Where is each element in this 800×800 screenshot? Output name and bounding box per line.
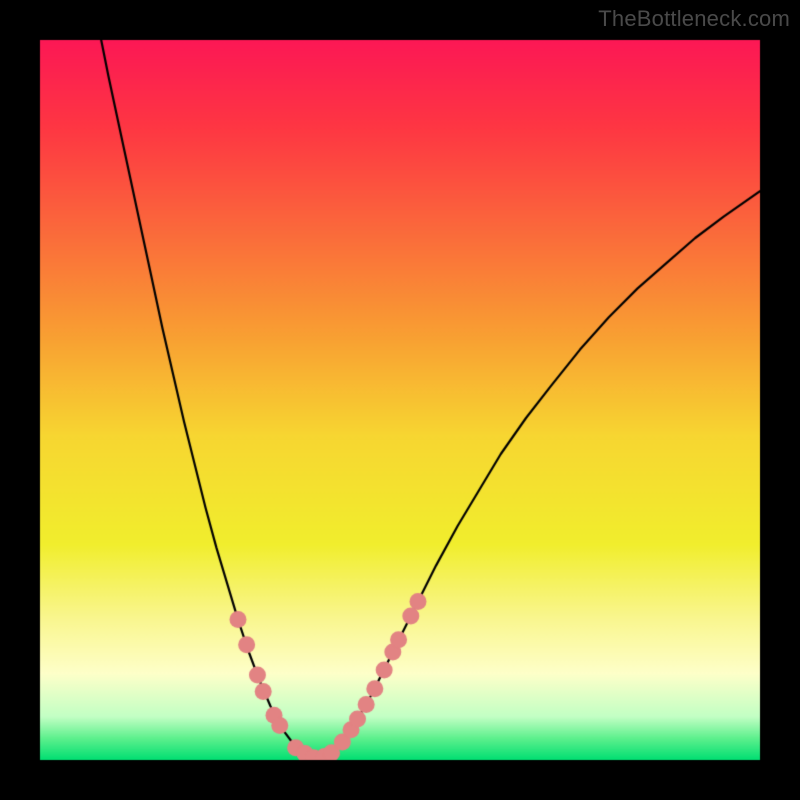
watermark-text: TheBottleneck.com	[598, 6, 790, 32]
chart-container: TheBottleneck.com	[0, 0, 800, 800]
bottleneck-chart	[0, 0, 800, 800]
